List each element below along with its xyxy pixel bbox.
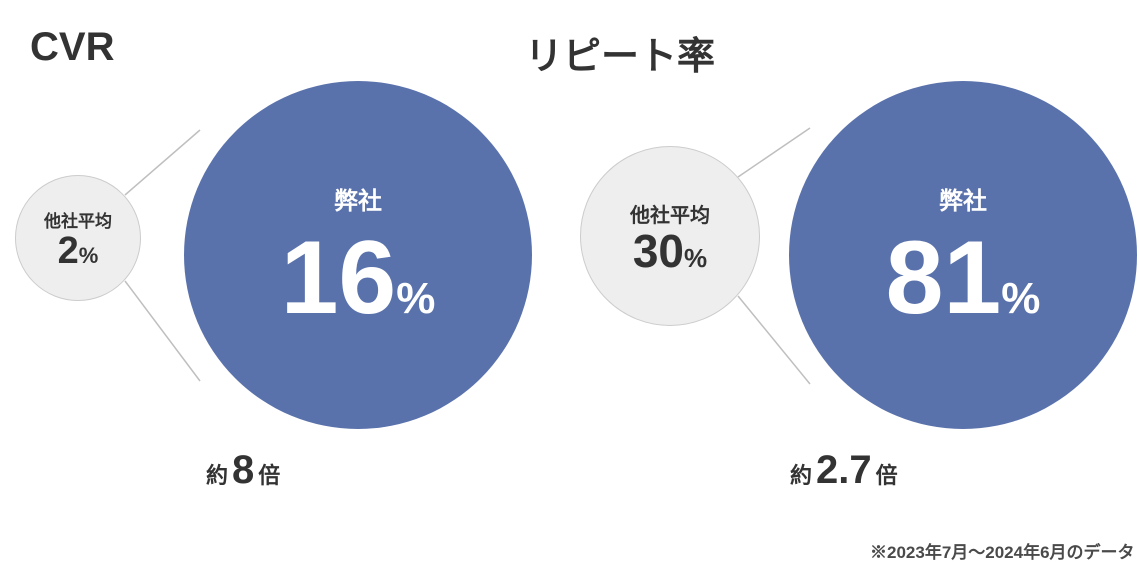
cvr-mult-suffix: 倍 bbox=[258, 458, 280, 490]
cvr-mult-prefix: 約 bbox=[206, 458, 228, 490]
repeat-ours-label: 弊社 bbox=[939, 181, 987, 216]
repeat-other-label: 他社平均 bbox=[630, 199, 710, 228]
cvr-title: CVR bbox=[30, 25, 114, 70]
cvr-other-value: 2 bbox=[58, 232, 79, 270]
repeat-ours-unit: % bbox=[1001, 277, 1040, 321]
repeat-ours-circle: 弊社 81 % bbox=[789, 81, 1137, 429]
repeat-ours-value: 81 bbox=[886, 226, 1002, 330]
footnote: ※2023年7月～2024年6月のデータ bbox=[870, 538, 1135, 563]
cvr-other-unit: % bbox=[79, 245, 99, 267]
repeat-mult-prefix: 約 bbox=[790, 458, 812, 490]
repeat-multiplier: 約 2.7 倍 bbox=[790, 448, 898, 493]
cvr-ours-value: 16 bbox=[281, 226, 397, 330]
repeat-title: リピート率 bbox=[525, 25, 715, 80]
repeat-mult-value: 2.7 bbox=[816, 448, 872, 493]
repeat-other-unit: % bbox=[684, 245, 707, 271]
cvr-other-label: 他社平均 bbox=[44, 207, 112, 232]
cvr-other-circle: 他社平均 2 % bbox=[15, 175, 141, 301]
repeat-other-value: 30 bbox=[633, 228, 684, 274]
cvr-ours-circle: 弊社 16 % bbox=[184, 81, 532, 429]
repeat-mult-suffix: 倍 bbox=[876, 458, 898, 490]
repeat-other-circle: 他社平均 30 % bbox=[580, 146, 760, 326]
cvr-multiplier: 約 8 倍 bbox=[206, 448, 280, 493]
cvr-mult-value: 8 bbox=[232, 448, 254, 493]
cvr-ours-unit: % bbox=[396, 277, 435, 321]
cvr-ours-label: 弊社 bbox=[334, 181, 382, 216]
